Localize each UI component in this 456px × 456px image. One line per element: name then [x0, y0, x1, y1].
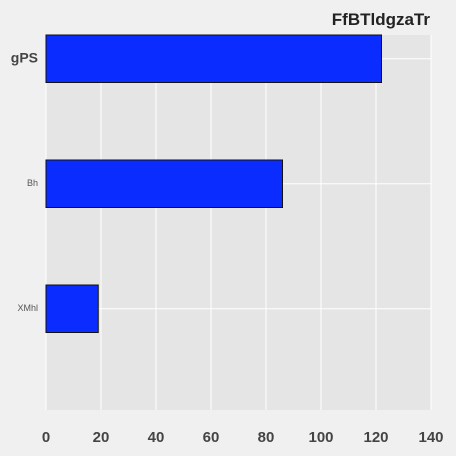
- x-tick-label-2: 40: [148, 429, 165, 446]
- bar-gPS: [45, 34, 382, 83]
- y-tick-label-0: gPS: [11, 49, 38, 65]
- bar-Bh: [45, 159, 283, 208]
- x-tick-label-5: 100: [308, 429, 333, 446]
- plot-area: [46, 35, 431, 410]
- y-tick-labels: gPS Bh XMhl: [11, 49, 38, 313]
- x-tick-label-6: 120: [363, 429, 388, 446]
- x-tick-labels: 0 20 40 60 80 100 120 140: [42, 429, 444, 446]
- x-tick-label-7: 140: [418, 429, 443, 446]
- chart-title: FfBTldgzaTr: [332, 10, 431, 29]
- bar-XMhl: [45, 284, 99, 333]
- bars: [45, 34, 382, 333]
- x-tick-label-4: 80: [258, 429, 275, 446]
- y-tick-label-2: XMhl: [17, 303, 38, 313]
- x-tick-label-3: 60: [203, 429, 220, 446]
- x-tick-label-0: 0: [42, 429, 50, 446]
- x-tick-label-1: 20: [93, 429, 110, 446]
- y-tick-label-1: Bh: [27, 178, 38, 188]
